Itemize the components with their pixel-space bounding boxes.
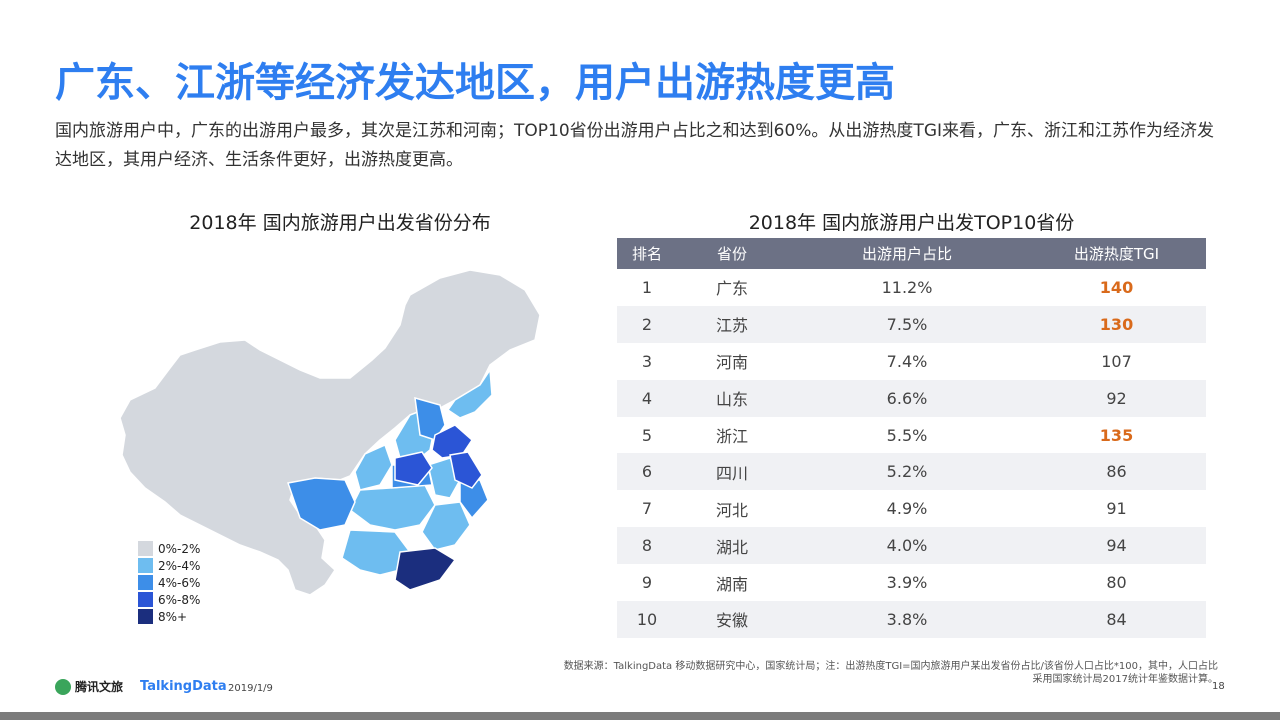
table-row: 9 湖南 3.9% 80	[617, 564, 1206, 601]
header-share: 出游用户占比	[787, 238, 1027, 269]
share-cell: 7.5%	[787, 305, 1027, 343]
map-region-2-4-shaanxi	[354, 443, 393, 491]
share-cell: 7.4%	[886, 351, 928, 371]
source-note: 数据来源：TalkingData 移动数据研究中心，国家统计局；注：出游热度TG…	[490, 660, 1218, 686]
share-cell: 4.0%	[787, 527, 1027, 565]
table-row: 3 河南 7.4% 107	[617, 343, 1206, 380]
legend-label: 4%-6%	[158, 575, 201, 590]
legend-swatch	[138, 541, 153, 556]
tgi-cell: 92	[1027, 379, 1206, 417]
legend-item: 2%-4%	[138, 557, 200, 574]
tgi-cell: 84	[1027, 601, 1206, 638]
province-cell: 河南	[715, 353, 748, 373]
footer-date: 2019/1/9	[228, 683, 273, 694]
legend-swatch	[138, 575, 153, 590]
rank-cell: 9	[641, 573, 653, 593]
map-region-2-4-south	[341, 529, 411, 576]
table-row: 1 广东 11.2% 140	[617, 269, 1206, 306]
rank-cell: 4	[617, 379, 677, 417]
legend-swatch	[138, 558, 153, 573]
province-cell: 山东	[677, 379, 787, 417]
legend-swatch	[138, 592, 153, 607]
rank-cell: 1	[641, 277, 653, 297]
rank-cell: 7	[641, 499, 653, 519]
talkingdata-logo: TalkingData	[140, 679, 227, 694]
bottom-bar	[0, 712, 1280, 720]
header-tgi: 出游热度TGI	[1027, 238, 1206, 269]
rank-cell: 5	[641, 425, 653, 445]
table-row: 8 湖北 4.0% 94	[617, 527, 1206, 565]
province-cell: 江苏	[677, 305, 787, 343]
tgi-cell: 107	[1101, 351, 1132, 371]
tgi-cell: 91	[1106, 499, 1127, 519]
legend-label: 8%+	[158, 609, 188, 624]
tgi-cell: 140	[1099, 277, 1134, 297]
tgi-cell: 86	[1027, 453, 1206, 491]
source-line-1: 数据来源：TalkingData 移动数据研究中心，国家统计局；注：出游热度TG…	[563, 661, 1218, 672]
share-cell: 4.9%	[886, 499, 928, 519]
province-cell: 浙江	[715, 427, 748, 446]
legend-item: 4%-6%	[138, 574, 200, 591]
share-cell: 3.9%	[886, 573, 928, 593]
share-cell: 11.2%	[881, 277, 933, 297]
table-row: 4 山东 6.6% 92	[617, 379, 1206, 417]
tgi-cell: 80	[1106, 573, 1127, 593]
share-cell: 5.5%	[886, 425, 928, 445]
province-cell: 湖南	[715, 574, 748, 594]
table-row: 5 浙江 5.5% 135	[617, 417, 1206, 454]
header-province: 省份	[677, 238, 787, 269]
rank-cell: 8	[617, 527, 677, 565]
rank-cell: 6	[617, 453, 677, 491]
map-region-4-6-sichuan	[287, 477, 356, 531]
logo-text: 腾讯文旅	[75, 680, 124, 694]
logo-icon	[55, 678, 71, 695]
map-legend: 0%-2% 2%-4% 4%-6% 6%-8% 8%+	[138, 540, 200, 625]
rank-cell: 3	[641, 351, 653, 371]
map-region-2-4-liaoning	[446, 367, 493, 419]
tencent-travel-logo: 腾讯文旅	[55, 678, 123, 695]
province-cell: 湖北	[677, 527, 787, 565]
page-number: 18	[1212, 681, 1225, 692]
legend-item: 8%+	[138, 608, 200, 625]
province-cell: 河北	[715, 500, 748, 520]
legend-item: 0%-2%	[138, 540, 200, 557]
map-title: 2018年 国内旅游用户出发省份分布	[189, 212, 491, 234]
header-rank: 排名	[617, 238, 677, 269]
map-region-6-8-jiangsu	[449, 451, 483, 489]
legend-label: 0%-2%	[158, 541, 201, 556]
legend-label: 2%-4%	[158, 558, 201, 573]
top10-table: 排名 省份 出游用户占比 出游热度TGI 1 广东 11.2% 140 2 江苏 7.5% 1…	[617, 238, 1206, 638]
table-row: 10 安徽 3.8% 84	[617, 601, 1206, 638]
province-cell: 安徽	[677, 601, 787, 638]
source-line-2: 采用国家统计局2017统计年鉴数据计算。	[1032, 674, 1218, 685]
share-cell: 3.8%	[787, 601, 1027, 638]
tgi-cell: 135	[1099, 425, 1134, 445]
map-region-8-plus-guangdong	[394, 547, 457, 591]
intro-text: 国内旅游用户中，广东的出游用户最多，其次是江苏和河南；TOP10省份出游用户占比…	[55, 121, 1215, 170]
rank-cell: 10	[617, 601, 677, 638]
table-header-row: 排名 省份 出游用户占比 出游热度TGI	[617, 238, 1206, 269]
province-cell: 广东	[715, 279, 748, 299]
share-cell: 5.2%	[787, 453, 1027, 491]
table-row: 7 河北 4.9% 91	[617, 490, 1206, 527]
province-cell: 四川	[677, 453, 787, 491]
tgi-cell: 94	[1027, 527, 1206, 565]
share-cell: 6.6%	[787, 379, 1027, 417]
legend-label: 6%-8%	[158, 592, 201, 607]
china-map	[119, 269, 541, 596]
legend-swatch	[138, 609, 153, 624]
table-row: 6 四川 5.2% 86	[617, 453, 1206, 491]
map-region-6-8-henan	[394, 451, 433, 486]
table-title: 2018年 国内旅游用户出发TOP10省份	[748, 212, 1075, 234]
page-title: 广东、江浙等经济发达地区，用户出游热度更高	[55, 60, 895, 106]
rank-cell: 2	[617, 305, 677, 343]
legend-item: 6%-8%	[138, 591, 200, 608]
table-row: 2 江苏 7.5% 130	[617, 305, 1206, 343]
tgi-cell: 130	[1027, 305, 1206, 343]
map-region-2-4-central	[349, 484, 436, 531]
